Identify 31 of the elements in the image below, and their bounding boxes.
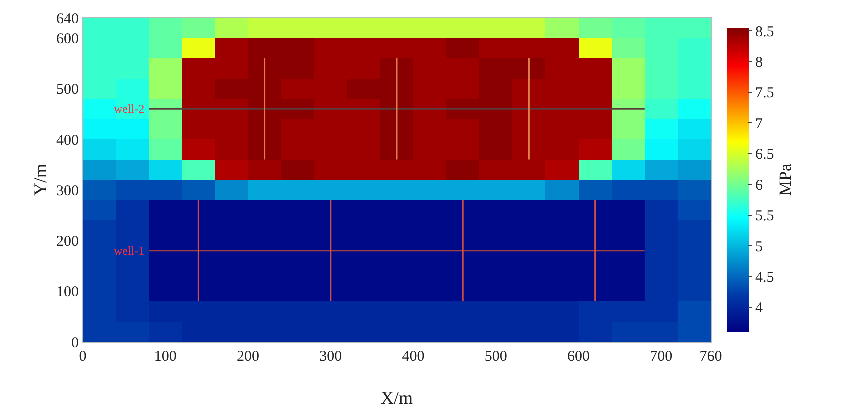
x-tick-label: 400 <box>402 349 425 365</box>
color-bar-label: 5 <box>756 239 763 256</box>
color-bar-label: 6 <box>756 178 764 194</box>
annotation: well-2 <box>114 102 145 116</box>
y-tick-label: 600 <box>56 32 79 48</box>
x-tick-label: 760 <box>700 349 722 365</box>
color-bar-label: 7 <box>756 116 764 132</box>
color-bar-label: 4.5 <box>756 270 774 286</box>
y-tick-label: 500 <box>56 82 79 98</box>
annotation: well-1 <box>114 244 145 258</box>
x-tick-label: 100 <box>154 349 177 365</box>
y-tick-label: 100 <box>56 284 79 301</box>
y-tick-label: 400 <box>56 132 79 149</box>
color-bar-label: 8.5 <box>756 24 774 40</box>
y-tick-label: 640 <box>56 11 79 28</box>
color-bar-label: 6.5 <box>756 147 774 164</box>
x-tick-label: 700 <box>650 349 673 365</box>
y-axis-title: Y/m <box>30 164 51 196</box>
color-bar-label: 5.5 <box>756 208 774 225</box>
color-bar-title: MPa <box>776 163 796 196</box>
x-tick-label: 500 <box>484 349 508 365</box>
x-tick-label: 300 <box>320 349 342 365</box>
x-tick-label: 200 <box>237 349 260 365</box>
color-bar-label: 8 <box>756 55 763 72</box>
color-bar-label: 7.5 <box>756 86 774 102</box>
x-axis-title: X/m <box>380 388 414 408</box>
y-tick-label: 200 <box>56 234 79 250</box>
x-tick-label: 600 <box>568 349 590 365</box>
color-bar-label: 4 <box>756 300 764 317</box>
y-tick-label: 300 <box>56 183 79 200</box>
y-tick-label: 0 <box>72 335 79 352</box>
